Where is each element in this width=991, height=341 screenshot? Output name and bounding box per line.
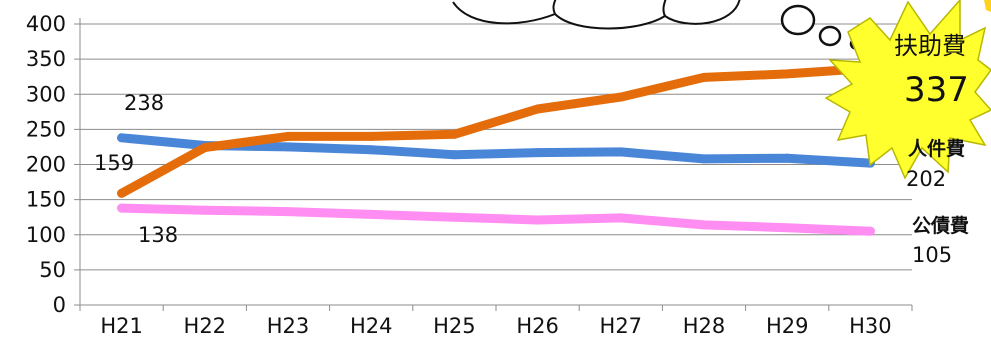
- data-point: [699, 72, 709, 82]
- data-point: [782, 223, 792, 233]
- data-label: 202: [906, 167, 946, 191]
- data-point: [117, 188, 127, 198]
- x-tick-label: H28: [683, 314, 726, 338]
- data-point: [616, 213, 626, 223]
- x-tick-label: H26: [516, 314, 559, 338]
- series-name-label: 人件費: [908, 137, 965, 160]
- data-point: [366, 131, 376, 141]
- data-point: [283, 142, 293, 152]
- x-tick-label: H27: [600, 314, 643, 338]
- data-label: 138: [138, 223, 178, 247]
- data-point: [200, 143, 210, 153]
- data-point: [533, 148, 543, 158]
- data-point: [366, 209, 376, 219]
- starburst-icon: [824, 0, 991, 180]
- data-label: 159: [94, 151, 134, 175]
- data-label: 337: [904, 70, 969, 110]
- data-point: [117, 133, 127, 143]
- series-line: [117, 203, 875, 236]
- data-label: 238: [124, 91, 164, 115]
- data-point: [283, 131, 293, 141]
- data-point: [533, 104, 543, 114]
- data-point: [200, 205, 210, 215]
- data-point: [449, 212, 459, 222]
- data-point: [117, 203, 127, 213]
- data-point: [366, 145, 376, 155]
- data-point: [449, 129, 459, 139]
- thought-cloud-icon: [452, 0, 863, 50]
- data-point: [699, 154, 709, 164]
- data-point: [449, 150, 459, 160]
- x-tick-label: H29: [766, 314, 809, 338]
- y-tick-label: 100: [26, 223, 66, 247]
- data-point: [865, 226, 875, 236]
- data-point: [782, 153, 792, 163]
- series-name-label: 扶助費: [894, 32, 966, 60]
- y-tick-label: 200: [26, 153, 66, 177]
- data-point: [533, 215, 543, 225]
- data-point: [699, 220, 709, 230]
- y-axis-ticks: 0 50 100 150 200 250 300 350 400: [26, 12, 80, 317]
- y-tick-label: 0: [53, 293, 66, 317]
- data-point: [782, 69, 792, 79]
- series-line: [117, 63, 875, 198]
- series-lines: [117, 63, 875, 236]
- y-tick-label: 250: [26, 117, 66, 141]
- data-point: [616, 92, 626, 102]
- y-tick-label: 400: [26, 12, 66, 36]
- y-tick-label: 300: [26, 82, 66, 106]
- data-label: 105: [912, 243, 952, 267]
- data-point: [616, 147, 626, 157]
- data-labels: 238 159 138 扶助費 337 人件費 202 公債費 105: [94, 32, 969, 267]
- y-tick-label: 150: [26, 188, 66, 212]
- x-axis-ticks: H21 H22 H23 H24 H25 H26 H27 H28 H29 H30: [79, 305, 913, 338]
- x-tick-label: H30: [849, 314, 892, 338]
- series-name-label: 公債費: [912, 214, 969, 237]
- y-tick-label: 50: [39, 258, 66, 282]
- data-point: [283, 207, 293, 217]
- x-tick-label: H24: [350, 314, 393, 338]
- x-tick-label: H21: [100, 314, 143, 338]
- grid: [80, 23, 912, 271]
- x-tick-label: H25: [433, 314, 476, 338]
- x-tick-label: H23: [267, 314, 310, 338]
- x-tick-label: H22: [184, 314, 227, 338]
- y-tick-label: 350: [26, 47, 66, 71]
